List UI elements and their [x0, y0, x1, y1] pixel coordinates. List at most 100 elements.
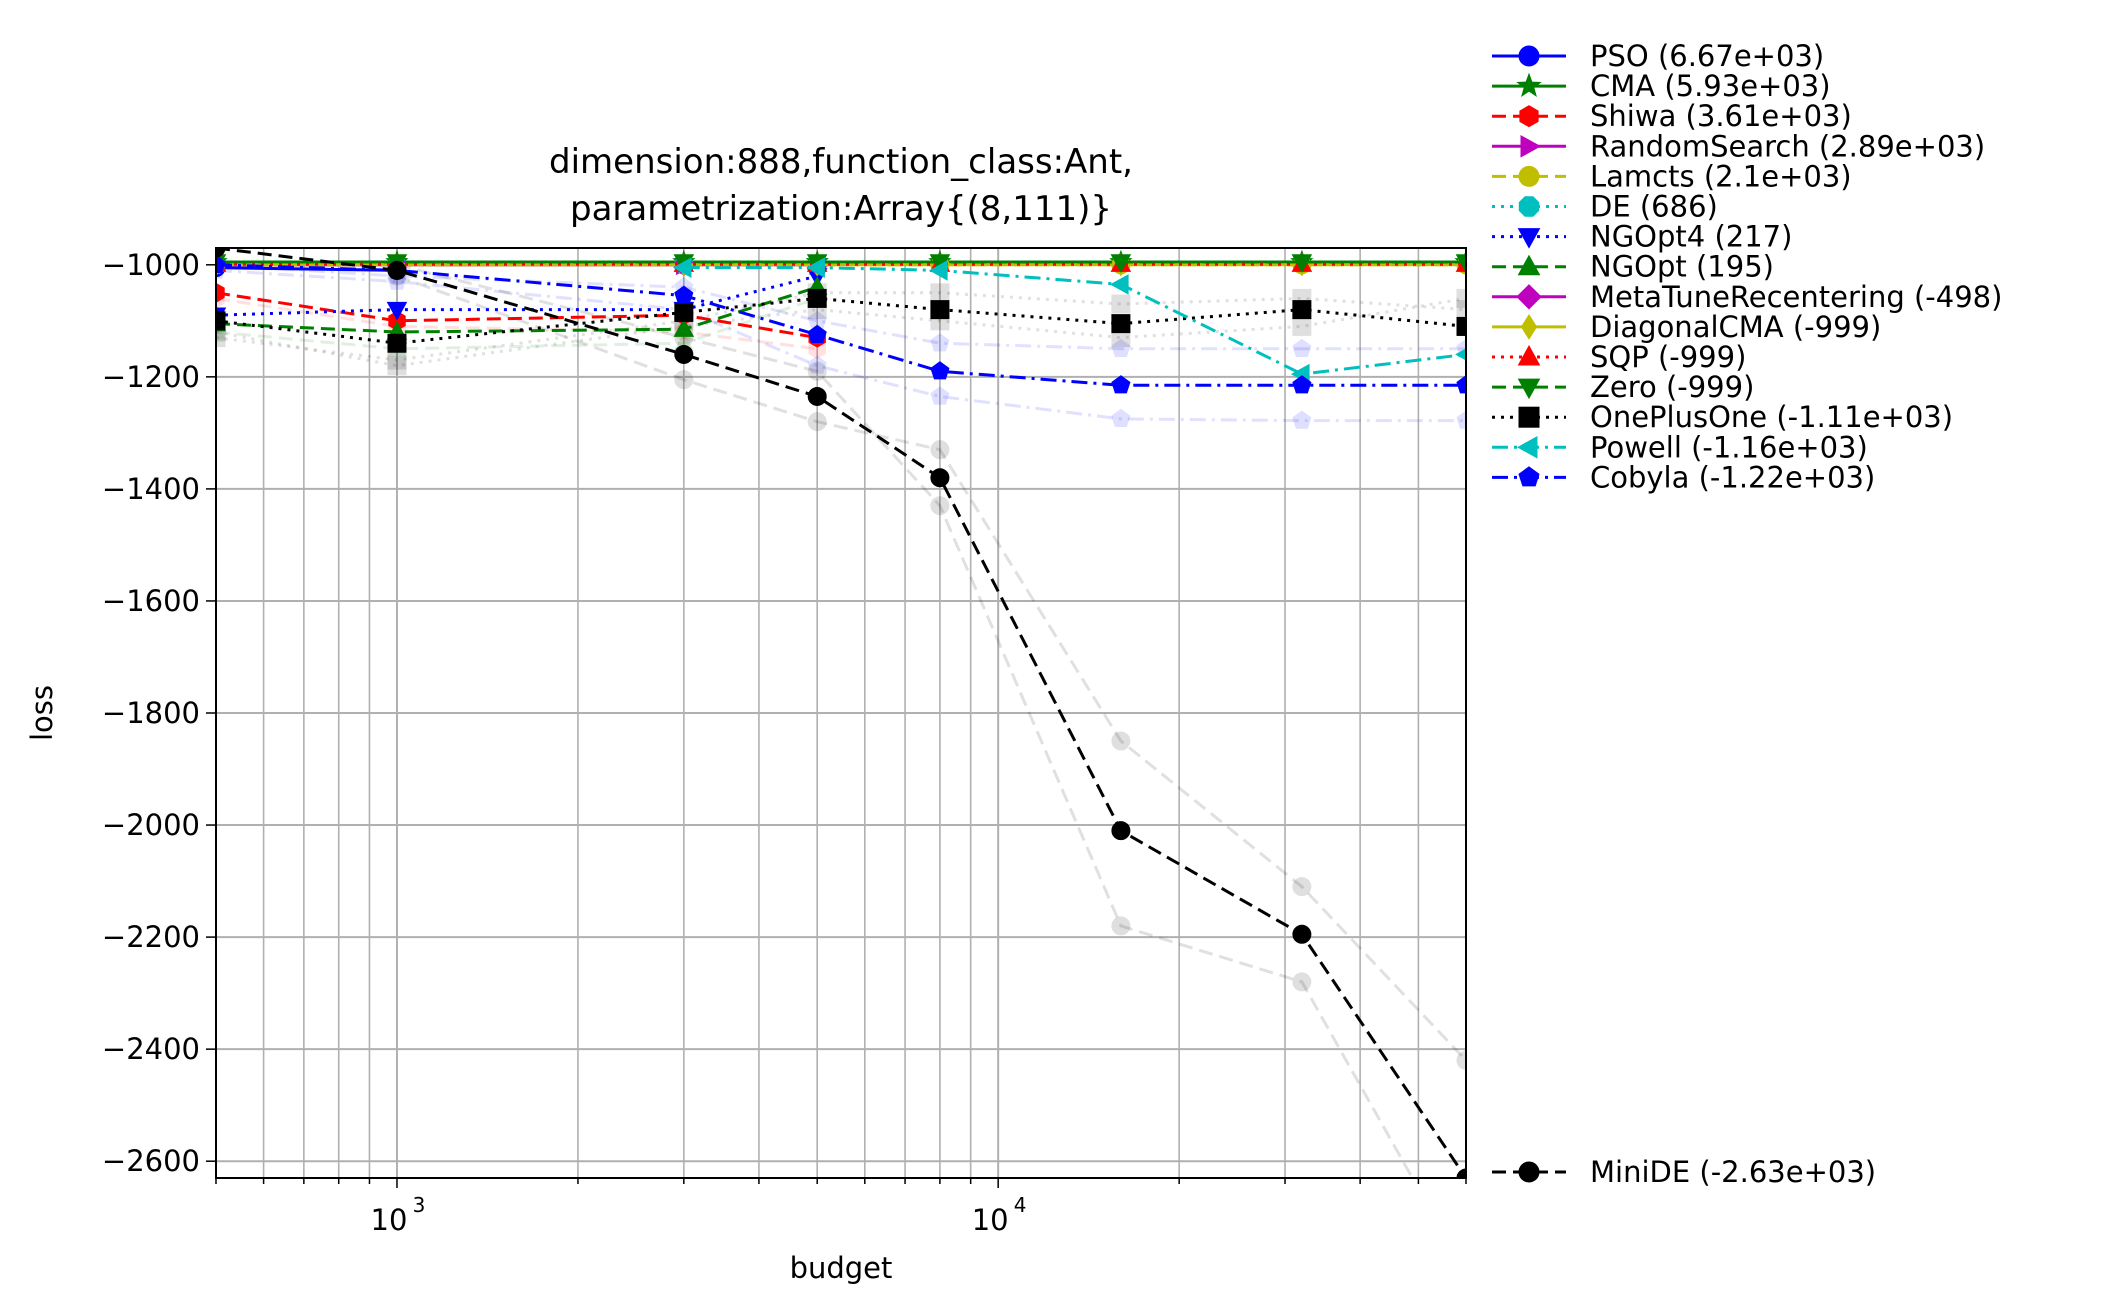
series-minide	[216, 248, 1466, 1178]
legend-label: PSO (6.67e+03)	[1590, 39, 1824, 73]
background-series-line	[216, 263, 1466, 351]
data-point	[673, 318, 695, 337]
data-point	[807, 288, 827, 308]
legend-entry: Lamcts (2.1e+03)	[1492, 159, 1852, 193]
y-tick-label: −1400	[102, 472, 200, 506]
background-series-marker	[1456, 288, 1466, 308]
data-point	[1456, 375, 1466, 394]
background-series-line	[216, 268, 1466, 423]
legend-marker	[1516, 284, 1542, 310]
background-series-marker	[1292, 877, 1312, 897]
data-point	[1292, 924, 1312, 944]
series-line	[216, 274, 818, 317]
data-point	[1111, 314, 1131, 334]
background-series-marker	[930, 386, 950, 405]
legend-entry: DiagonalCMA (-999)	[1492, 310, 1881, 344]
background-series-marker	[1292, 410, 1312, 429]
data-point	[930, 300, 950, 320]
background-series-marker	[930, 496, 950, 516]
legend-entry: Shiwa (3.61e+03)	[1492, 99, 1852, 133]
background-series-marker	[930, 333, 950, 352]
legend-entry: Cobyla (-1.22e+03)	[1492, 460, 1875, 494]
data-point	[930, 361, 950, 380]
data-point	[807, 324, 827, 343]
background-series-marker	[1456, 1050, 1466, 1070]
legend-entry: RandomSearch (2.89e+03)	[1492, 129, 1985, 163]
background-series-marker	[930, 283, 950, 303]
background-series-marker	[1456, 410, 1466, 429]
background-series-marker	[807, 412, 827, 432]
background-series-line	[216, 296, 818, 351]
background-series-marker	[1456, 300, 1466, 320]
background-series-line	[396, 263, 1415, 1178]
data-point	[1456, 1168, 1466, 1178]
data-point	[1455, 254, 1466, 273]
data-point	[674, 302, 694, 322]
data-point	[928, 260, 948, 281]
data-point	[1111, 821, 1131, 841]
data-point	[806, 257, 825, 278]
background-series-marker	[1111, 408, 1131, 427]
background-series-marker	[216, 322, 226, 342]
legend-label: Zero (-999)	[1590, 370, 1754, 404]
series-line	[216, 263, 1466, 387]
data-point	[674, 285, 694, 304]
x-tick-label: 10	[972, 1203, 1009, 1237]
background-series-line	[216, 296, 1466, 368]
legend-label: SQP (-999)	[1590, 340, 1746, 374]
legend-marker	[1518, 45, 1540, 67]
legend-marker	[1520, 134, 1542, 158]
legend-marker	[1518, 466, 1540, 487]
legend-marker	[1520, 313, 1538, 340]
legend-marker	[1518, 196, 1540, 217]
background-series-marker	[807, 355, 827, 374]
legend-marker	[1518, 1161, 1540, 1183]
y-tick-label: −2600	[102, 1144, 200, 1178]
background-series-marker	[216, 328, 226, 348]
data-point	[674, 344, 694, 364]
legend-entry: Powell (-1.16e+03)	[1492, 430, 1868, 464]
data-point	[216, 282, 225, 303]
y-tick-label: −2200	[102, 920, 200, 954]
background-series-marker	[1292, 338, 1312, 357]
legend-label: RandomSearch (2.89e+03)	[1590, 129, 1985, 163]
y-tick-label: −1000	[102, 248, 200, 282]
y-tick-label: −1200	[102, 360, 200, 394]
data-point	[1455, 348, 1466, 361]
legend-label: Shiwa (3.61e+03)	[1590, 99, 1852, 133]
background-series-marker	[1292, 972, 1312, 992]
y-tick-label: −2000	[102, 808, 200, 842]
series-line	[216, 248, 1466, 1178]
series-oneplusone	[216, 288, 1466, 353]
data-point	[1109, 274, 1129, 295]
legend-entry: Zero (-999)	[1492, 370, 1754, 404]
legend: PSO (6.67e+03)CMA (5.93e+03)Shiwa (3.61e…	[1492, 39, 2002, 1189]
series-line	[216, 296, 1466, 345]
series-line	[216, 285, 818, 334]
legend-marker	[1518, 165, 1540, 187]
legend-label: DE (686)	[1590, 190, 1718, 224]
data-point	[387, 260, 407, 280]
data-point	[386, 301, 408, 321]
data-point	[1456, 316, 1466, 336]
legend-entry: MetaTuneRecentering (-498)	[1492, 280, 2002, 314]
legend-label: MiniDE (-2.63e+03)	[1590, 1155, 1876, 1189]
legend-label: Cobyla (-1.22e+03)	[1590, 460, 1875, 494]
data-point	[672, 257, 692, 278]
background-series-line	[396, 274, 1466, 1062]
data-point	[1292, 375, 1312, 394]
x-tick-label-exponent: 3	[413, 1193, 426, 1217]
legend-entry: DE (686)	[1492, 190, 1718, 224]
chart-title-line2: parametrization:Array{(8,111)}	[570, 189, 1112, 229]
background-series-marker	[674, 370, 694, 390]
data-point	[216, 311, 226, 331]
legend-marker	[1518, 406, 1540, 428]
background-series-marker	[930, 440, 950, 460]
legend-marker	[1516, 72, 1542, 97]
data-point	[387, 333, 407, 353]
data-point	[216, 254, 226, 273]
legend-entry: OnePlusOne (-1.11e+03)	[1492, 400, 1953, 434]
data-point	[1111, 375, 1131, 394]
x-tick-label-exponent: 4	[1014, 1193, 1027, 1217]
legend-label: Powell (-1.16e+03)	[1590, 430, 1868, 464]
